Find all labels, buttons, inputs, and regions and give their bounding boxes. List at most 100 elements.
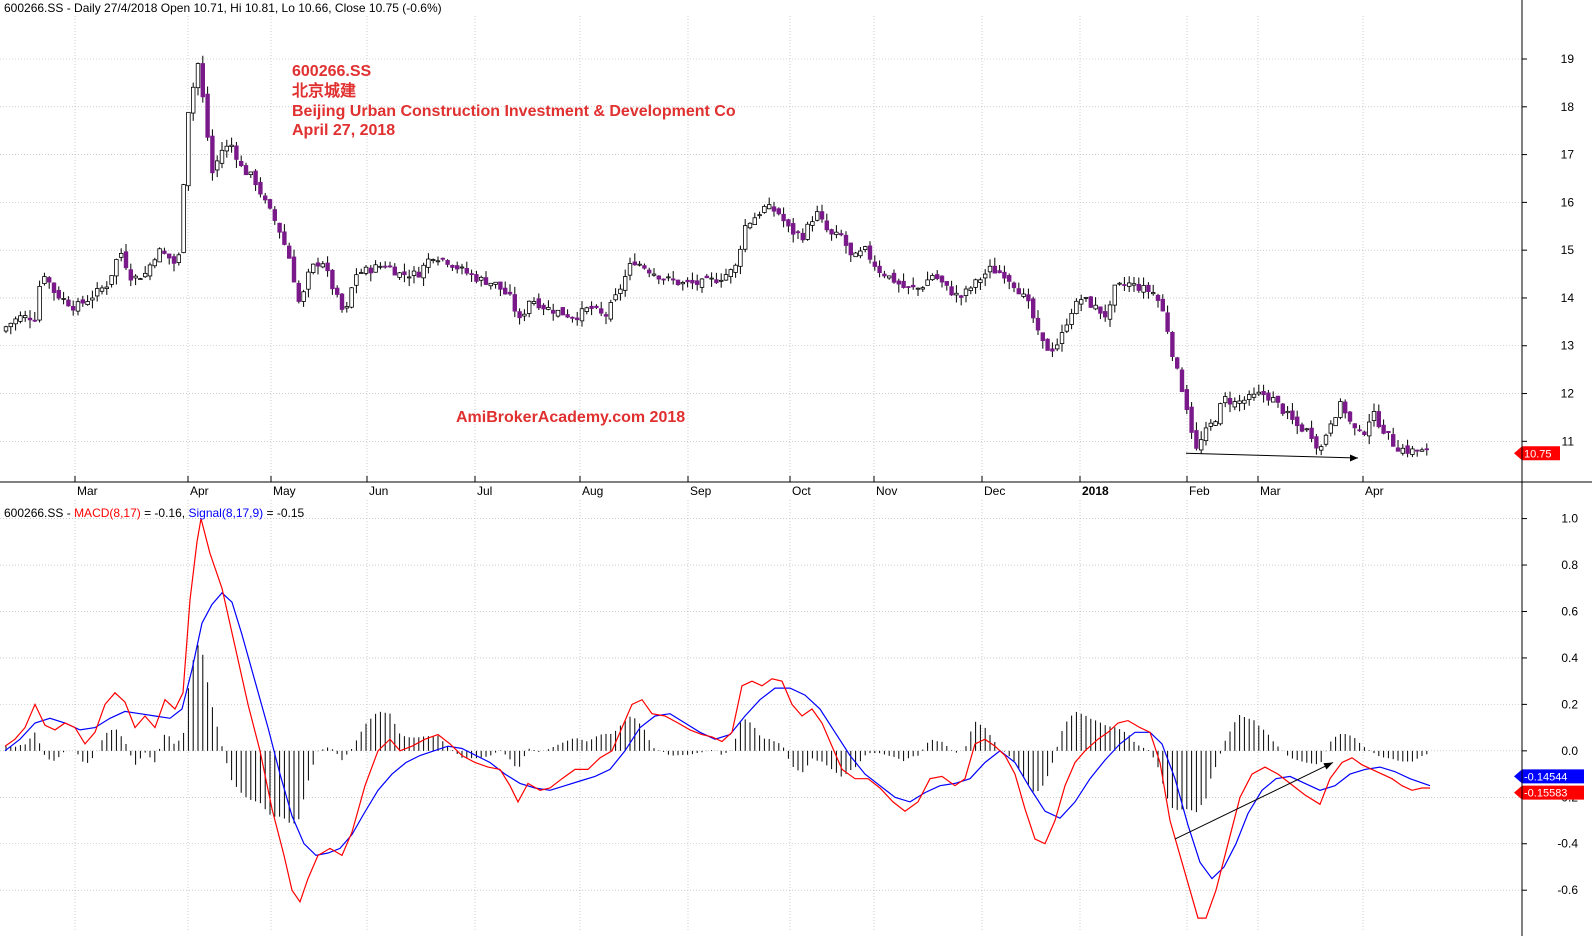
candle-body [1415, 449, 1420, 452]
candle-body [517, 311, 522, 319]
candle-body [863, 246, 868, 250]
macd-tick-label: -0.4 [1557, 837, 1578, 851]
candle-body [915, 287, 921, 290]
date-tick-label: Aug [582, 484, 603, 498]
macd-y-axis: 1.00.80.60.40.20.0-0.2-0.4-0.6 [1522, 512, 1578, 897]
candle-body [1362, 431, 1367, 436]
candle-body [243, 165, 249, 176]
candle-body [152, 259, 157, 267]
candle-body [27, 317, 33, 321]
date-x-axis: Mar Apr May Jun Jul Aug Sep Oct Nov Dec 2018 Feb Mar… [74, 476, 1384, 498]
candle-body [1179, 369, 1185, 392]
candle-body [1410, 448, 1415, 455]
candle-body [978, 279, 983, 283]
candle-body [1227, 397, 1233, 405]
macd-pane[interactable]: 1.00.80.60.40.20.0-0.2-0.4-0.6 [0, 500, 1578, 932]
candle-body [680, 282, 685, 285]
date-tick-label: May [273, 484, 296, 498]
candle-body [531, 301, 537, 304]
candle-body [32, 319, 37, 322]
candle-body [867, 245, 873, 260]
date-tick-label: Dec [984, 484, 1005, 498]
candle-body [1199, 439, 1204, 451]
candle-body [119, 253, 124, 258]
candle-body [1232, 401, 1237, 408]
candle-body [411, 270, 417, 276]
candle-body [1419, 449, 1425, 452]
price-tick-label: 18 [1561, 100, 1575, 114]
candle-body [85, 301, 90, 305]
date-tick-label: Mar [77, 484, 98, 498]
candle-body [579, 308, 585, 322]
candle-body [234, 145, 239, 160]
candle-body [330, 269, 335, 290]
date-tick-label: Oct [792, 484, 811, 498]
macd-header: 600266.SS - MACD(8,17) = -0.16, Signal(8… [4, 506, 305, 520]
candle-body [1165, 312, 1170, 332]
candle-body [95, 288, 100, 297]
candle-body [1338, 401, 1343, 418]
candle-body [546, 307, 551, 310]
candle-body [1271, 397, 1276, 403]
macd-lines [4, 518, 1431, 919]
candle-body [1040, 332, 1045, 342]
candle-body [1031, 298, 1036, 319]
macd-histogram [5, 645, 1428, 824]
candle-body [1184, 389, 1189, 411]
annotation-date: April 27, 2018 [292, 122, 395, 139]
candle-body [911, 284, 916, 288]
candle-body [992, 265, 997, 274]
candle-body [248, 171, 253, 176]
candle-body [819, 211, 825, 220]
candle-body [147, 264, 153, 277]
price-y-axis: 11 12 13 14 15 16 17 18 19 [1522, 52, 1574, 448]
candle-body [406, 276, 412, 279]
candle-body [138, 278, 143, 281]
candle-body [767, 204, 772, 210]
candle-body [1290, 410, 1295, 420]
candle-body [651, 273, 657, 276]
candle-body [642, 265, 647, 269]
candle-body [13, 318, 18, 325]
candle-body [762, 205, 767, 213]
candle-body [1391, 434, 1396, 447]
candle-body [186, 111, 191, 187]
candle-body [1247, 394, 1252, 400]
candle-body [1127, 282, 1132, 287]
candle-body [205, 93, 210, 138]
candle-body [987, 265, 993, 273]
candle-body [963, 288, 969, 296]
candle-body [459, 266, 465, 269]
candle-body [258, 181, 263, 195]
candle-body [1074, 300, 1079, 315]
candle-body [1376, 411, 1381, 428]
macd-line [4, 518, 1430, 919]
price-header: 600266.SS - Daily 27/4/2018 Open 10.71, … [4, 1, 442, 15]
candle-body [277, 222, 282, 233]
candle-body [1357, 429, 1362, 432]
candle-body [699, 278, 705, 288]
candle-body [1155, 294, 1161, 301]
candle-body [267, 199, 273, 209]
candle-body [1424, 448, 1429, 451]
candle-body [954, 292, 959, 296]
candle-body [1170, 331, 1175, 357]
candle-body [882, 273, 887, 277]
candle-body [781, 213, 786, 222]
candle-body [435, 260, 441, 263]
candle-body [51, 282, 57, 294]
candle-body [536, 298, 541, 309]
candle-body [224, 145, 229, 152]
candle-body [1285, 410, 1290, 414]
candle-body [1328, 423, 1333, 434]
candle-body [728, 269, 733, 277]
price-pane[interactable]: 11 12 13 14 15 16 17 18 19 Mar Apr May Jun Jul Aug Sep… [0, 16, 1574, 498]
candle-body [824, 220, 829, 231]
candle-body [358, 272, 364, 274]
candle-body [1083, 297, 1089, 299]
candle-body [1136, 283, 1141, 291]
candle-body [320, 263, 325, 268]
candle-body [488, 282, 493, 287]
